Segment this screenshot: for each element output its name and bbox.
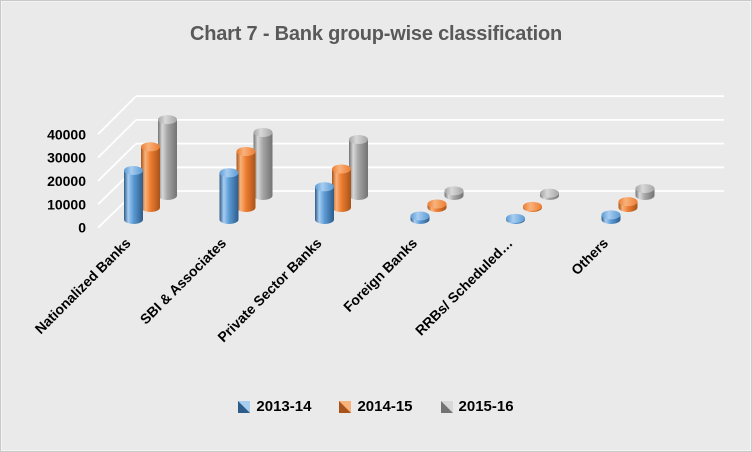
category-label: Nationalized Banks <box>32 235 134 337</box>
cylinder-bar-2013-14-Nationalized Banks <box>124 165 143 224</box>
legend-swatch-gray-icon <box>440 400 453 413</box>
cylinder-bar-2015-16-RRBs/ Scheduled… <box>540 188 559 200</box>
legend: 2013-14 2014-15 2015-16 <box>1 398 751 415</box>
legend-item-2013-14[interactable]: 2013-14 <box>238 398 311 415</box>
gridline-slant <box>97 142 137 182</box>
cylinder-bar-2015-16-Foreign Banks <box>444 186 464 200</box>
legend-item-2015-16[interactable]: 2015-16 <box>440 398 514 415</box>
category-label: Foreign Banks <box>340 235 420 315</box>
cylinder-bar-2014-15-RRBs/ Scheduled… <box>523 201 542 212</box>
cylinder-bar-2013-14-SBI & Associates <box>219 168 239 224</box>
cylinder-bar-2014-15-Nationalized Banks <box>141 142 160 212</box>
category-label: Others <box>568 235 611 278</box>
legend-swatch-blue-icon <box>238 400 251 413</box>
cylinder-bar-2014-15-Private Sector Banks <box>332 164 351 212</box>
category-label: Private Sector Banks <box>214 235 325 346</box>
legend-label: 2014-15 <box>357 398 413 415</box>
y-axis-tick-label: 20000 <box>47 173 86 189</box>
cylinder-bar-2015-16-Others <box>635 183 655 200</box>
category-label: RRBs/ Scheduled… <box>412 235 516 339</box>
cylinder-bar-2015-16-Private Sector Banks <box>349 134 368 200</box>
y-axis-tick-label: 0 <box>78 220 86 236</box>
cylinder-bar-2014-15-Foreign Banks <box>427 199 447 212</box>
legend-item-2014-15[interactable]: 2014-15 <box>339 398 413 415</box>
cylinder-bar-2013-14-Others <box>601 210 621 224</box>
legend-label: 2013-14 <box>256 398 312 415</box>
y-axis-tick-label: 30000 <box>47 150 86 166</box>
cylinder-bar-2013-14-RRBs/ Scheduled… <box>506 213 525 224</box>
cylinder-bar-2014-15-Others <box>618 197 638 212</box>
gridline-slant <box>97 119 137 159</box>
chart-title: Chart 7 - Bank group-wise classification <box>189 23 563 45</box>
y-axis-tick-label: 10000 <box>47 196 86 212</box>
gridline-slant <box>97 95 137 135</box>
legend-label: 2015-16 <box>458 398 514 415</box>
cylinder-bar-2015-16-Nationalized Banks <box>158 115 177 200</box>
legend-swatch-orange-icon <box>339 400 352 413</box>
cylinder-bar-2013-14-Private Sector Banks <box>315 182 334 224</box>
cylinder-bar-2015-16-SBI & Associates <box>253 127 273 200</box>
cylinder-bar-2014-15-SBI & Associates <box>236 146 256 212</box>
category-label: SBI & Associates <box>137 235 230 328</box>
y-axis-tick-label: 40000 <box>47 126 86 142</box>
cylinder-bar-2013-14-Foreign Banks <box>410 211 430 224</box>
